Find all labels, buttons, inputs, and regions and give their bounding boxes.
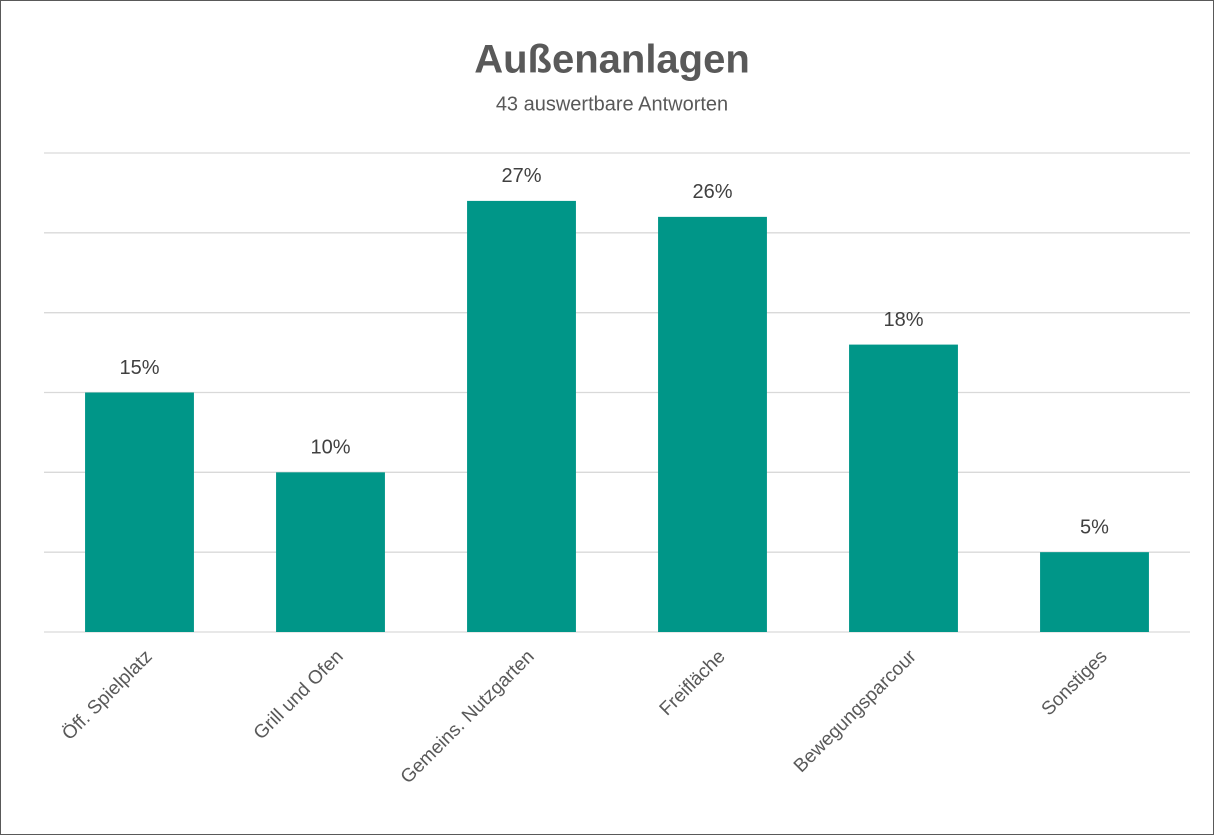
bar: [1040, 552, 1149, 632]
chart-subtitle: 43 auswertbare Antworten: [496, 93, 728, 115]
bar: [85, 392, 194, 632]
data-label: 15%: [119, 357, 159, 379]
chart-title: Außenanlagen: [474, 38, 750, 82]
data-label: 5%: [1080, 516, 1109, 538]
bar: [276, 472, 385, 632]
data-label: 18%: [883, 309, 923, 331]
data-label: 27%: [501, 165, 541, 187]
bar: [658, 216, 767, 632]
bar: [849, 344, 958, 632]
data-label: 10%: [310, 437, 350, 459]
bar: [467, 200, 576, 632]
data-label: 26%: [692, 181, 732, 203]
